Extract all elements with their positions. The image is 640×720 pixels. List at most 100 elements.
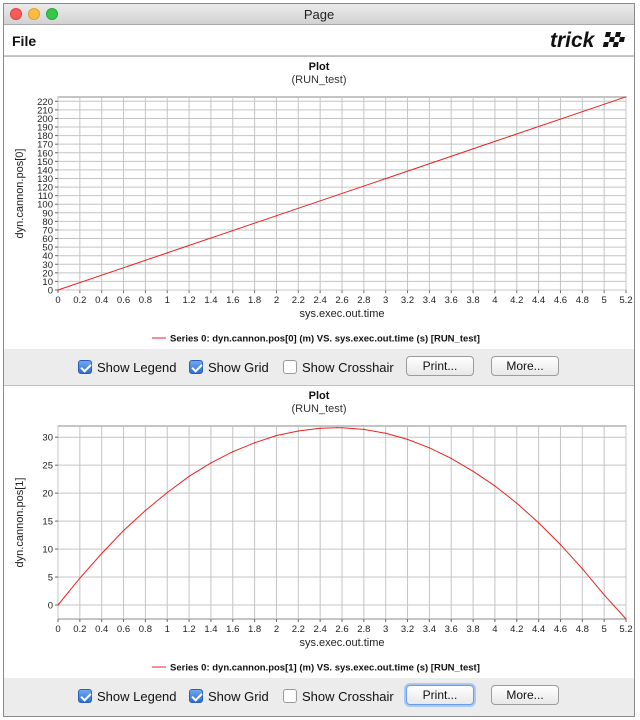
data-point	[122, 530, 125, 532]
show-crosshair-checkbox-1[interactable]: Show Crosshair	[283, 358, 394, 376]
x-axis-label: sys.exec.out.time	[300, 637, 385, 649]
x-tick-label: 0.6	[117, 295, 130, 306]
x-tick-label: 0.8	[139, 624, 152, 635]
y-tick-label: 15	[42, 517, 53, 528]
legend-label: Series 0: dyn.cannon.pos[0] (m) VS. sys.…	[170, 334, 480, 345]
y-tick-label: 0	[48, 286, 53, 297]
x-tick-label: 2.6	[335, 624, 348, 635]
more-button-1[interactable]: More...	[491, 356, 559, 376]
y-tick-label: 10	[42, 277, 53, 288]
more-button-2[interactable]: More...	[491, 685, 559, 705]
show-grid-label: Show Grid	[208, 688, 269, 704]
print-button-2[interactable]: Print...	[406, 685, 474, 705]
x-tick-label: 2.2	[292, 624, 305, 635]
checkbox-unchecked-icon[interactable]	[283, 360, 297, 374]
show-legend-checkbox-1[interactable]: Show Legend	[78, 358, 177, 376]
x-tick-label: 3.2	[401, 295, 414, 306]
chart-subtitle: (RUN_test)	[291, 403, 346, 415]
zoom-window-button[interactable]	[46, 8, 58, 20]
x-tick-label: 4.2	[510, 624, 523, 635]
x-tick-label: 3	[383, 624, 388, 635]
y-tick-label: 130	[37, 174, 53, 185]
x-tick-label: 5.2	[619, 295, 632, 306]
x-tick-label: 2.6	[335, 295, 348, 306]
data-point	[406, 438, 409, 441]
window-title: Page	[303, 7, 335, 22]
data-point	[341, 427, 343, 429]
x-tick-label: 4	[492, 295, 497, 306]
x-tick-label: 0.8	[139, 295, 152, 306]
data-point	[494, 485, 496, 487]
y-tick-label: 100	[37, 200, 53, 211]
checkbox-checked-icon[interactable]	[189, 360, 203, 374]
menu-bar: File trick	[4, 25, 634, 56]
data-point	[57, 604, 59, 606]
y-tick-label: 170	[37, 140, 53, 151]
y-tick-label: 180	[37, 131, 53, 142]
x-tick-label: 1	[165, 295, 170, 306]
data-point	[275, 434, 278, 437]
chart-title: Plot	[309, 390, 330, 402]
title-bar[interactable]: Page	[4, 4, 634, 25]
data-point	[254, 442, 256, 444]
data-point	[275, 215, 278, 217]
print-button-1[interactable]: Print...	[406, 356, 474, 376]
x-tick-label: 2	[274, 624, 279, 635]
x-tick-label: 2.8	[357, 624, 370, 635]
data-point	[232, 451, 234, 453]
y-tick-label: 10	[42, 545, 53, 556]
checkbox-checked-icon[interactable]	[78, 689, 92, 703]
checkbox-checked-icon[interactable]	[189, 689, 203, 703]
x-tick-label: 5	[602, 624, 607, 635]
data-point	[101, 552, 103, 555]
x-tick-label: 4.4	[532, 295, 545, 306]
show-grid-checkbox-2[interactable]: Show Grid	[189, 687, 269, 705]
x-tick-label: 2.2	[292, 295, 305, 306]
y-tick-label: 20	[42, 268, 53, 279]
x-tick-label: 4.8	[576, 624, 589, 635]
plot-panel-1[interactable]: Plot (RUN_test) 0 0.2 0.4 0.6 0.8 1 1.2 1.4 1.6 1.8…	[4, 56, 634, 350]
x-tick-label: 4	[492, 624, 497, 635]
x-tick-label: 3.6	[445, 624, 458, 635]
file-menu[interactable]: File	[12, 33, 37, 49]
show-grid-checkbox-1[interactable]: Show Grid	[189, 358, 269, 376]
plot-2-chart[interactable]: Plot(RUN_test) 0 0.2 0.4 0.6 0.8 1 1.2 1.4 1.6 1.8…	[4, 386, 634, 678]
y-tick-label: 110	[38, 191, 53, 202]
data-point	[581, 568, 583, 570]
data-point	[538, 522, 540, 524]
x-tick-label: 3.8	[466, 624, 479, 635]
data-point	[210, 462, 212, 464]
x-tick-label: 0.6	[117, 624, 130, 635]
plot-2-controls: Show Legend Show Grid Show Crosshair Pri…	[4, 678, 634, 714]
data-point	[363, 428, 365, 430]
checkbox-checked-icon[interactable]	[78, 360, 92, 374]
data-point	[450, 457, 452, 460]
data-point	[516, 502, 518, 504]
y-tick-label: 30	[42, 433, 53, 444]
data-point	[166, 252, 168, 254]
x-tick-label: 1.4	[204, 295, 217, 306]
show-crosshair-checkbox-2[interactable]: Show Crosshair	[283, 687, 394, 705]
data-point	[385, 177, 387, 180]
minimize-window-button[interactable]	[28, 8, 40, 20]
x-tick-label: 3.8	[466, 295, 479, 306]
x-tick-label: 2.8	[357, 295, 370, 306]
show-legend-checkbox-2[interactable]: Show Legend	[78, 687, 177, 705]
data-point	[625, 96, 627, 98]
checkbox-unchecked-icon[interactable]	[283, 689, 297, 703]
x-tick-label: 1.8	[248, 295, 261, 306]
data-point	[603, 594, 605, 596]
y-tick-label: 0	[48, 601, 53, 612]
y-tick-label: 25	[42, 461, 53, 472]
x-tick-label: 4.6	[554, 624, 567, 635]
y-axis-label: dyn.cannon.pos[0]	[14, 149, 26, 239]
close-window-button[interactable]	[10, 8, 22, 20]
x-tick-label: 4.2	[510, 295, 523, 306]
trick-logo: trick	[550, 29, 625, 52]
plot-1-chart[interactable]: Plot(RUN_test) 0 0.2 0.4 0.6 0.8 1 1.2 1.4 1.6 1.8…	[4, 57, 634, 349]
show-crosshair-label: Show Crosshair	[302, 688, 394, 704]
data-point	[297, 430, 299, 432]
plot-panel-2[interactable]: Plot (RUN_test) 0 0.2 0.4 0.6 0.8 1 1.2 1.4 1.6 1.8…	[4, 385, 634, 679]
y-axis-label: dyn.cannon.pos[1]	[14, 478, 26, 568]
series-line	[57, 96, 627, 291]
